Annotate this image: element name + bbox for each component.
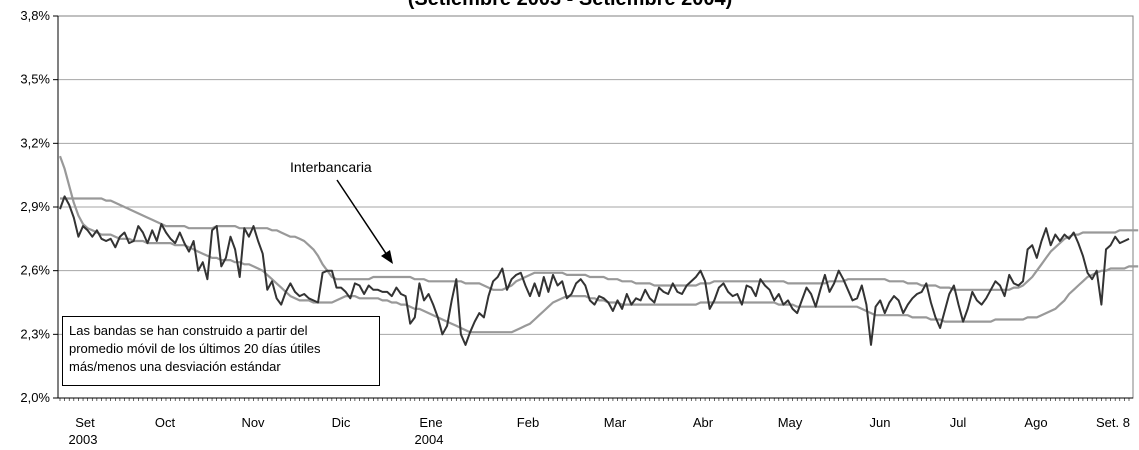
- x-tick-label: Set. 8: [1096, 415, 1130, 430]
- note-line-2: promedio móvil de los últimos 20 días út…: [69, 341, 321, 356]
- x-tick-label: Feb: [517, 415, 539, 430]
- methodology-note: Las bandas se han construido a partir de…: [62, 316, 380, 386]
- y-tick-label: 2,3%: [20, 326, 50, 341]
- y-tick-label: 3,5%: [20, 72, 50, 87]
- x-tick-label: May: [778, 415, 803, 430]
- y-tick-label: 3,8%: [20, 8, 50, 23]
- x-tick-label: Jun: [870, 415, 891, 430]
- note-line-3: más/menos una desviación estándar: [69, 359, 281, 374]
- note-line-1: Las bandas se han construido a partir de…: [69, 323, 308, 338]
- series-layer: [58, 155, 1139, 346]
- x-tick-label: Nov: [241, 415, 265, 430]
- y-tick-label: 2,0%: [20, 390, 50, 405]
- x-tick-label: Dic: [332, 415, 351, 430]
- x-tick-label: Abr: [693, 415, 714, 430]
- annotation-label: Interbancaria: [290, 159, 372, 175]
- chart-title: (Setiembre 2003 - Setiembre 2004): [340, 0, 800, 11]
- interbancaria-annotation: Interbancaria: [290, 159, 393, 264]
- y-tick-label: 2,6%: [20, 263, 50, 278]
- annotation-arrowhead: [381, 250, 393, 264]
- x-tick-label: Set: [75, 415, 95, 430]
- x-tick-label: Mar: [604, 415, 627, 430]
- series-lower-band: [58, 155, 1139, 334]
- x-tick-label: Ene: [419, 415, 442, 430]
- series-main: [59, 195, 1130, 346]
- y-axis: 2,0% 2,3% 2,6% 2,9% 3,2% 3,5% 3,8%: [20, 8, 59, 405]
- x-axis: Set 2003 Oct Nov Dic Ene 2004 Feb Mar Abr May Jun Ju…: [58, 397, 1133, 447]
- x-tick-label: Oct: [155, 415, 176, 430]
- x-tick-label: Jul: [950, 415, 967, 430]
- annotation-arrow-line: [336, 179, 388, 256]
- x-tick-year-label: 2003: [69, 432, 98, 447]
- y-tick-label: 2,9%: [20, 199, 50, 214]
- x-tick-label: Ago: [1024, 415, 1047, 430]
- x-tick-year-label: 2004: [415, 432, 444, 447]
- y-tick-label: 3,2%: [20, 135, 50, 150]
- series-upper-band: [60, 197, 1139, 291]
- gridlines: [57, 15, 1134, 399]
